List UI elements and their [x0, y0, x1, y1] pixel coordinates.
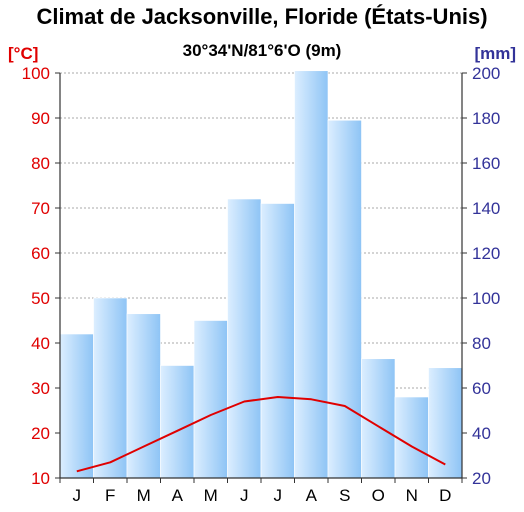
left-tick-label: 90: [31, 109, 50, 128]
right-tick-label: 140: [472, 199, 500, 218]
precipitation-bar: [126, 313, 161, 479]
precipitation-bar: [294, 70, 329, 479]
precipitation-bar: [160, 365, 195, 479]
left-tick-label: 60: [31, 244, 50, 263]
month-label: J: [73, 486, 82, 505]
chart-subtitle: 30°34'N/81°6'O (9m): [182, 41, 342, 60]
right-tick-label: 60: [472, 379, 491, 398]
right-tick-label: 120: [472, 244, 500, 263]
precipitation-bar: [227, 198, 262, 479]
right-tick-label: 80: [472, 334, 491, 353]
right-axis-unit: [mm]: [474, 44, 516, 63]
month-label: S: [339, 486, 350, 505]
month-label: A: [306, 486, 318, 505]
temperature-line-path: [76, 396, 446, 473]
right-tick-label: 160: [472, 154, 500, 173]
month-label: D: [439, 486, 451, 505]
left-tick-label: 10: [31, 469, 50, 488]
right-tick-label: 100: [472, 289, 500, 308]
left-tick-label: 30: [31, 379, 50, 398]
precipitation-bar: [394, 396, 429, 479]
right-tick-label: 200: [472, 64, 500, 83]
precipitation-bar: [260, 203, 295, 479]
left-tick-label: 70: [31, 199, 50, 218]
precipitation-bar: [93, 297, 128, 479]
precipitation-bar: [327, 119, 362, 479]
left-tick-label: 40: [31, 334, 50, 353]
precipitation-bar: [193, 320, 228, 479]
month-label: J: [240, 486, 249, 505]
temperature-line: [76, 396, 446, 473]
precipitation-bars: [59, 70, 463, 479]
chart-title: Climat de Jacksonville, Floride (États-U…: [36, 4, 488, 29]
right-tick-label: 40: [472, 424, 491, 443]
month-label: N: [406, 486, 418, 505]
left-tick-label: 80: [31, 154, 50, 173]
precipitation-bar: [59, 333, 94, 479]
left-axis-unit: [°C]: [8, 44, 39, 63]
month-label: A: [172, 486, 184, 505]
month-label: M: [137, 486, 151, 505]
axis-ticks: 10 20 30 40 50 60 70 80 90 100 20 40 60 80 100 120 140 16…: [22, 64, 501, 505]
left-tick-label: 100: [22, 64, 50, 83]
right-tick-label: 180: [472, 109, 500, 128]
month-label: M: [204, 486, 218, 505]
right-tick-label: 20: [472, 469, 491, 488]
precipitation-bar: [428, 367, 463, 479]
left-tick-label: 20: [31, 424, 50, 443]
month-label: O: [372, 486, 385, 505]
month-label: J: [274, 486, 283, 505]
left-tick-label: 50: [31, 289, 50, 308]
month-label: F: [105, 486, 115, 505]
